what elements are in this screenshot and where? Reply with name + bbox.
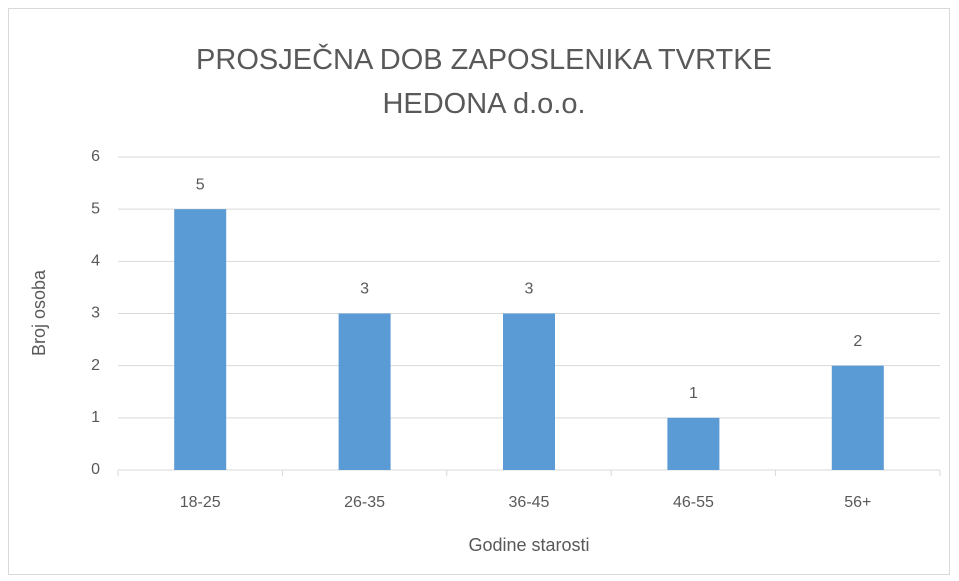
bar: [503, 313, 555, 470]
y-axis-label: Broj osoba: [29, 269, 49, 356]
bar: [831, 365, 884, 470]
y-tick-label: 3: [91, 305, 100, 322]
x-tick-label: 18-25: [180, 494, 221, 511]
x-axis-label: Godine starosti: [468, 535, 589, 555]
data-label: 1: [689, 385, 698, 402]
data-label: 2: [853, 333, 862, 350]
data-label: 3: [360, 281, 369, 298]
x-tick-label: 46-55: [673, 494, 714, 511]
y-tick-label: 5: [91, 200, 100, 217]
chart-border: [8, 8, 950, 575]
bar: [338, 313, 391, 470]
chart-title: PROSJEČNA DOB ZAPOSLENIKA TVRTKE HEDONA …: [196, 44, 772, 120]
y-tick-label: 1: [91, 409, 100, 426]
y-tick-label: 2: [91, 357, 100, 374]
y-tick-label: 6: [91, 148, 100, 165]
data-label: 3: [525, 281, 534, 298]
x-tick-label: 36-45: [509, 494, 550, 511]
x-tick-label: 56+: [844, 494, 871, 511]
y-tick-label: 4: [91, 253, 100, 270]
data-label: 5: [196, 176, 205, 193]
bar: [174, 209, 227, 470]
y-tick-label: 0: [91, 461, 100, 478]
x-tick-label: 26-35: [344, 494, 385, 511]
bar: [667, 417, 720, 470]
